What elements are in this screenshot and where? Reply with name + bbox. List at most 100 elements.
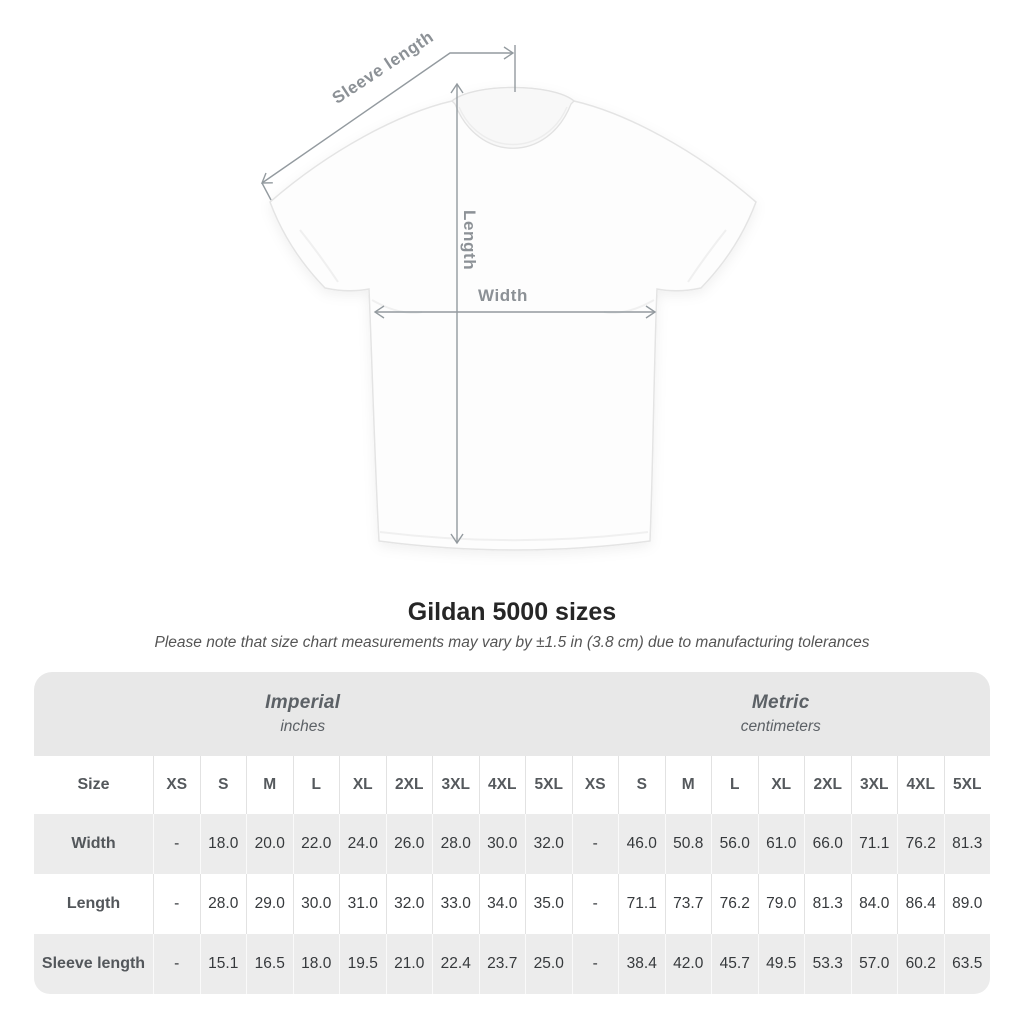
width-value-cell: 61.0 <box>757 814 805 874</box>
length-row: Length -28.0 29.0 30.0 31.0 32.0 33.0 34.0 35.0… <box>34 874 990 934</box>
sleeve-imperial-values: -15.1 16.5 18.0 19.5 21.0 22.4 23.7 25.0 <box>153 934 572 994</box>
size-chart-table: Imperial inches Metric centimeters Size … <box>34 672 990 994</box>
size-column-header: S <box>199 756 247 814</box>
metric-section-header: Metric centimeters <box>572 672 991 756</box>
width-imperial-values: -18.0 20.0 22.0 24.0 26.0 28.0 30.0 32.0 <box>153 814 572 874</box>
sleeve-length-value-cell: 53.3 <box>804 934 851 994</box>
sleeve-length-value-cell: 38.4 <box>618 934 665 994</box>
length-value-cell: 31.0 <box>339 874 386 934</box>
metric-unit: centimeters <box>740 718 821 735</box>
length-value-cell: 76.2 <box>711 874 758 934</box>
size-column-header: 2XL <box>385 756 433 814</box>
length-value-cell: 28.0 <box>199 874 247 934</box>
sleeve-length-value-cell: 18.0 <box>292 934 340 994</box>
sleeve-length-value-cell: - <box>571 934 619 994</box>
sleeve-length-arrow <box>260 46 515 184</box>
sleeve-length-row: Sleeve length -15.1 16.5 18.0 19.5 21.0 22.4 2… <box>34 934 990 994</box>
size-column-header: XL <box>339 756 386 814</box>
size-column-header: L <box>711 756 758 814</box>
sleeve-length-value-cell: 25.0 <box>525 934 572 994</box>
size-column-header: 5XL <box>525 756 572 814</box>
sleeve-length-value-cell: 22.4 <box>432 934 479 994</box>
imperial-section-header: Imperial inches <box>34 672 572 756</box>
size-header-label: Size <box>77 776 110 793</box>
width-value-cell: 24.0 <box>339 814 386 874</box>
length-value-cell: 30.0 <box>292 874 340 934</box>
width-label: Width <box>478 286 528 305</box>
length-value-cell: 29.0 <box>246 874 293 934</box>
sleeve-length-value-cell: 49.5 <box>757 934 805 994</box>
width-value-cell: 18.0 <box>199 814 247 874</box>
length-value-cell: 71.1 <box>618 874 665 934</box>
size-header-row: Size XS S M L XL 2XL 3XL 4XL 5XL XS S M L XL 2XL 3XL 4X… <box>34 756 990 814</box>
width-row-label: Width <box>71 835 116 852</box>
size-column-header: 3XL <box>850 756 898 814</box>
size-column-header: 4XL <box>478 756 526 814</box>
sleeve-length-extension-line <box>261 182 272 201</box>
sleeve-length-value-cell: 60.2 <box>897 934 944 994</box>
unit-section-header: Imperial inches Metric centimeters <box>34 672 990 756</box>
sleeve-length-value-cell: 45.7 <box>711 934 758 994</box>
width-value-cell: 20.0 <box>246 814 293 874</box>
width-value-cell: 46.0 <box>618 814 665 874</box>
sleeve-length-label: Sleeve length <box>329 27 437 108</box>
length-metric-values: -71.1 73.7 76.2 79.0 81.3 84.0 86.4 89.0 <box>571 874 991 934</box>
size-column-header: L <box>292 756 340 814</box>
size-column-header: XS <box>571 756 619 814</box>
imperial-label: Imperial <box>265 692 341 713</box>
length-value-cell: 32.0 <box>385 874 433 934</box>
size-column-header: 2XL <box>804 756 851 814</box>
length-value-cell: 89.0 <box>943 874 991 934</box>
sleeve-length-value-cell: 63.5 <box>943 934 991 994</box>
width-value-cell: 32.0 <box>525 814 572 874</box>
sleeve-length-value-cell: 16.5 <box>246 934 293 994</box>
width-value-cell: 76.2 <box>897 814 944 874</box>
tshirt-outline <box>269 86 757 551</box>
width-value-cell: 26.0 <box>385 814 433 874</box>
sleeve-length-value-cell: 15.1 <box>199 934 247 994</box>
length-value-cell: 35.0 <box>525 874 572 934</box>
page-title: Gildan 5000 sizes <box>407 598 617 626</box>
width-value-cell: 50.8 <box>664 814 712 874</box>
length-row-label: Length <box>66 895 121 912</box>
length-value-cell: 86.4 <box>897 874 944 934</box>
width-value-cell: 71.1 <box>850 814 898 874</box>
length-value-cell: - <box>571 874 619 934</box>
width-metric-values: -46.0 50.8 56.0 61.0 66.0 71.1 76.2 81.3 <box>571 814 991 874</box>
size-column-header: 5XL <box>943 756 991 814</box>
metric-label: Metric <box>751 692 810 713</box>
width-value-cell: 66.0 <box>804 814 851 874</box>
sleeve-length-value-cell: 21.0 <box>385 934 433 994</box>
sleeve-length-value-cell: 42.0 <box>664 934 712 994</box>
length-value-cell: - <box>153 874 200 934</box>
imperial-unit: inches <box>280 718 326 735</box>
width-value-cell: 56.0 <box>711 814 758 874</box>
width-value-cell: 22.0 <box>292 814 340 874</box>
width-value-cell: 28.0 <box>432 814 479 874</box>
tshirt-diagram-svg: Sleeve length Length Width <box>260 27 757 551</box>
sleeve-length-value-cell: 19.5 <box>339 934 386 994</box>
sleeve-length-value-cell: - <box>153 934 200 994</box>
width-value-cell: - <box>571 814 619 874</box>
sleeve-length-value-cell: 23.7 <box>478 934 526 994</box>
length-value-cell: 81.3 <box>804 874 851 934</box>
length-imperial-values: -28.0 29.0 30.0 31.0 32.0 33.0 34.0 35.0 <box>153 874 572 934</box>
length-value-cell: 34.0 <box>478 874 526 934</box>
length-value-cell: 79.0 <box>757 874 805 934</box>
size-column-header: M <box>246 756 293 814</box>
size-column-header: S <box>618 756 665 814</box>
width-value-cell: - <box>153 814 200 874</box>
length-label: Length <box>460 210 479 270</box>
width-row: Width -18.0 20.0 22.0 24.0 26.0 28.0 30.0 32.0 … <box>34 814 990 874</box>
sleeve-length-value-cell: 57.0 <box>850 934 898 994</box>
imperial-size-headers: XS S M L XL 2XL 3XL 4XL 5XL <box>153 756 572 814</box>
length-value-cell: 73.7 <box>664 874 712 934</box>
tolerance-note: Please note that size chart measurements… <box>154 634 870 651</box>
metric-size-headers: XS S M L XL 2XL 3XL 4XL 5XL <box>571 756 991 814</box>
width-value-cell: 30.0 <box>478 814 526 874</box>
size-column-header: 3XL <box>432 756 479 814</box>
length-value-cell: 33.0 <box>432 874 479 934</box>
sleeve-length-row-label: Sleeve length <box>41 955 146 972</box>
width-value-cell: 81.3 <box>943 814 991 874</box>
size-column-header: XL <box>757 756 805 814</box>
